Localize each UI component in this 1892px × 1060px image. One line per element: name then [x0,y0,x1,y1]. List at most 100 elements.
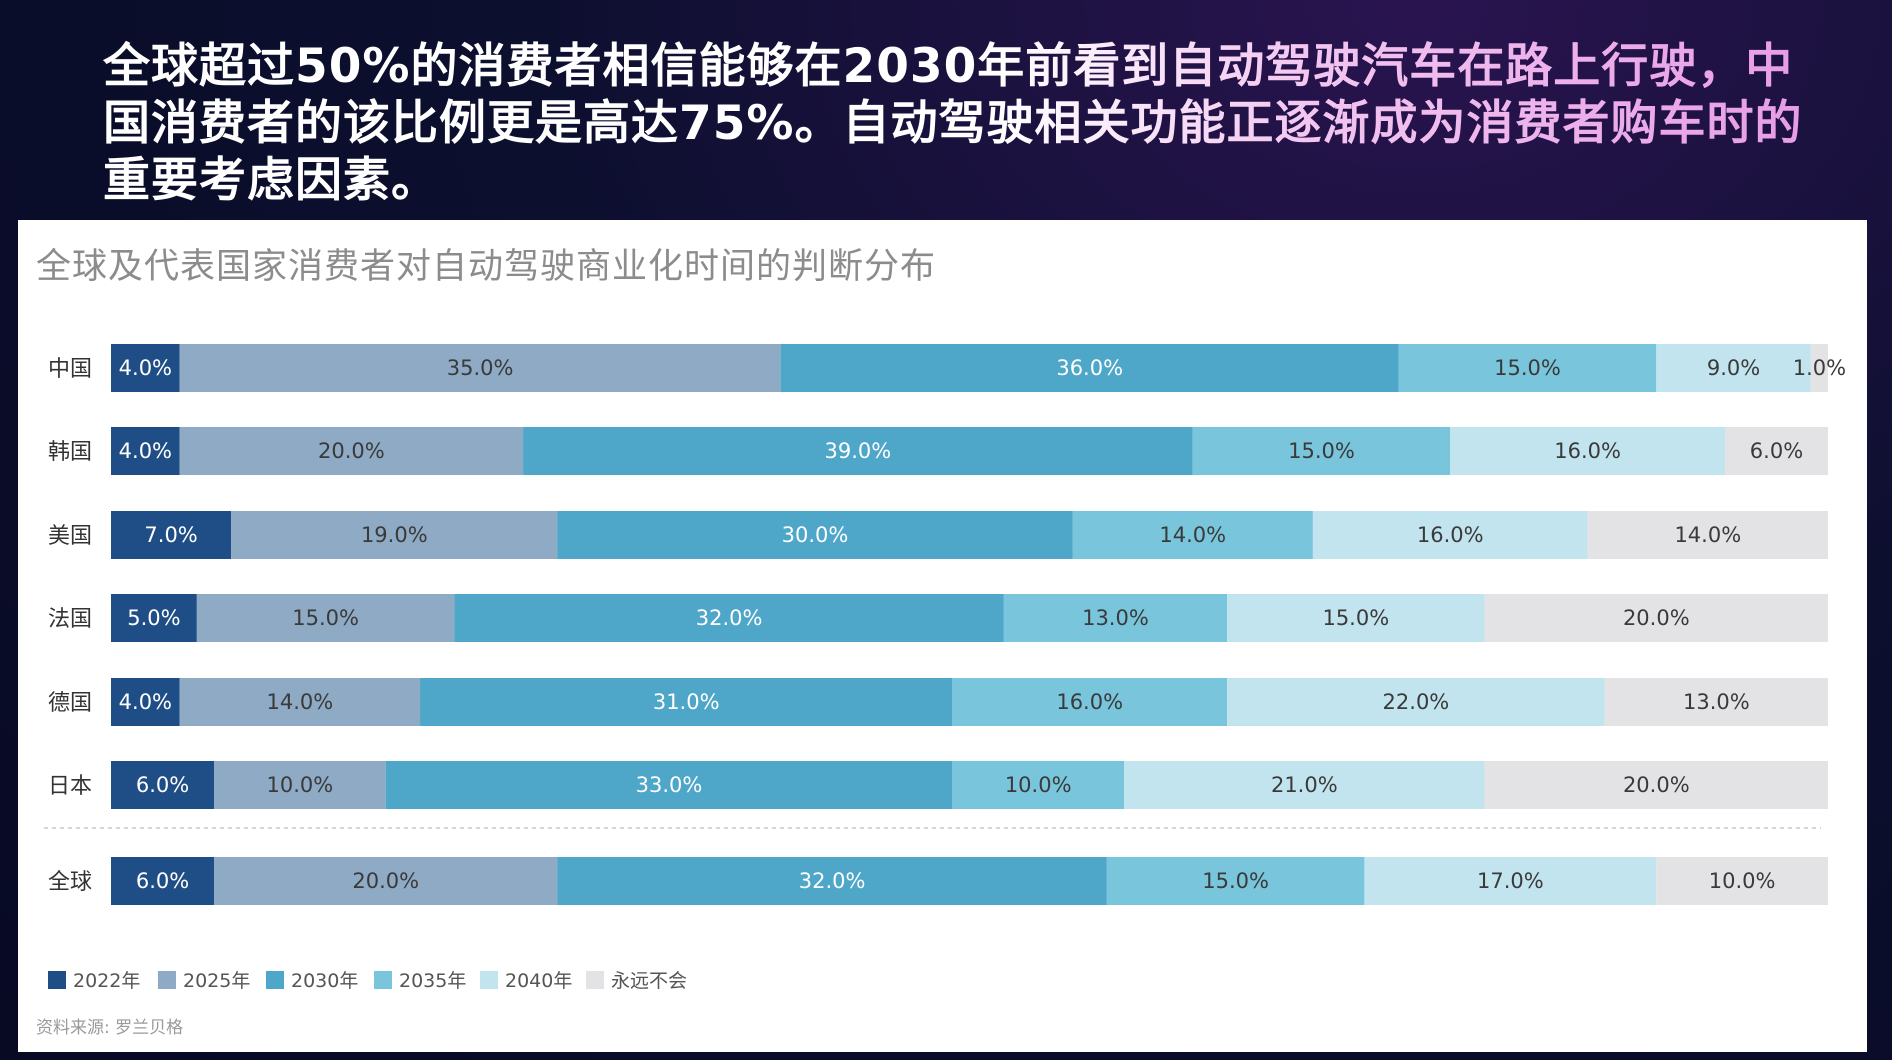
data-label: 15.0% [292,606,359,630]
data-label: 15.0% [1202,869,1269,893]
legend-label: 2035年 [399,970,466,992]
data-label: 14.0% [1674,523,1741,547]
bar-segment [557,511,1073,559]
data-label: 6.0% [136,773,189,797]
data-label: 14.0% [1159,523,1226,547]
category-label: 法国 [48,607,92,632]
legend-swatch [48,971,66,989]
bar-segment [420,678,953,726]
data-label: 20.0% [318,439,385,463]
bar-segment [214,761,386,809]
bar-segment [1484,594,1828,642]
data-label: 10.0% [1709,869,1776,893]
bar-segment [179,344,781,392]
chart-title: 全球及代表国家消费者对自动驾驶商业化时间的判断分布 [36,247,937,287]
bar-segment [1810,344,1828,392]
data-label: 21.0% [1271,773,1338,797]
bar-segment [1192,427,1451,475]
bar-segment [179,427,524,475]
data-label: 15.0% [1322,606,1389,630]
stacked-bar-chart: 中国 4.0% 35.0% 36.0% 15.0% 9.0% 1.0% 韩国 4.0% 20.0%… [44,344,1846,992]
bar-segment [1124,761,1485,809]
data-label: 4.0% [119,690,172,714]
bar-segment [1227,594,1485,642]
bar-segment [1227,678,1605,726]
data-label: 4.0% [119,439,172,463]
bar-segment [952,761,1125,809]
bar-segment [1587,511,1828,559]
bar-segment [111,857,215,905]
bar-segment [111,344,180,392]
bar-segment [111,511,232,559]
data-label: 20.0% [1623,606,1690,630]
data-label: 20.0% [1623,773,1690,797]
data-label: 32.0% [799,869,866,893]
data-label: 16.0% [1554,439,1621,463]
legend-swatch [158,971,176,989]
legend-swatch [586,971,604,989]
bar-segment [179,678,421,726]
legend-label: 2022年 [73,970,140,992]
data-label: 36.0% [1056,356,1123,380]
data-label: 4.0% [119,356,172,380]
data-label: 22.0% [1383,690,1450,714]
data-label: 20.0% [352,869,419,893]
data-label: 7.0% [144,523,197,547]
category-label: 德国 [48,691,92,716]
data-label: 15.0% [1288,439,1355,463]
data-label: 15.0% [1494,356,1561,380]
data-label: 17.0% [1477,869,1544,893]
legend-label: 2040年 [505,970,572,992]
headline: 全球超过50%的消费者相信能够在2030年前看到自动驾驶汽车在路上行驶，中国消费… [103,38,1823,209]
bar-segment [780,344,1399,392]
legend-label: 永远不会 [611,970,687,992]
bar-segment [1604,678,1828,726]
bar-segment [111,761,215,809]
bar-segment [111,594,197,642]
chart-panel: 全球及代表国家消费者对自动驾驶商业化时间的判断分布 中国 4.0% 35.0% 36.… [18,220,1867,1052]
bar-segment [1106,857,1365,905]
data-label: 39.0% [825,439,892,463]
category-label: 中国 [48,357,92,382]
bar-segment [454,594,1004,642]
data-label: 13.0% [1683,690,1750,714]
legend-label: 2030年 [291,970,358,992]
legend-swatch [374,971,392,989]
bar-segment [557,857,1107,905]
bar-segment [1656,344,1811,392]
data-label: 16.0% [1417,523,1484,547]
data-label: 31.0% [653,690,720,714]
bar-segment [1724,427,1828,475]
data-label: 14.0% [267,690,334,714]
bar-segment [1484,761,1828,809]
data-label: 33.0% [636,773,703,797]
category-label: 全球 [48,870,92,895]
bar-segment [1364,857,1657,905]
data-label: 16.0% [1056,690,1123,714]
data-label: 32.0% [696,606,763,630]
data-label: 13.0% [1082,606,1149,630]
bar-segment [214,857,558,905]
bar-segment [1398,344,1657,392]
bar-segment [111,678,180,726]
data-label: 10.0% [267,773,334,797]
bar-segment [1450,427,1725,475]
category-label: 美国 [48,524,92,549]
bar-segment [1312,511,1588,559]
data-label: 9.0% [1707,356,1760,380]
bar-segment [523,427,1193,475]
data-label: 10.0% [1005,773,1072,797]
data-label: 35.0% [447,356,514,380]
legend-swatch [266,971,284,989]
legend-swatch [480,971,498,989]
data-label: 19.0% [361,523,428,547]
bar-segment [231,511,558,559]
category-label: 日本 [48,774,92,799]
bar-segment [111,427,180,475]
bar-segment [1656,857,1828,905]
legend-label: 2025年 [183,970,250,992]
bar-segment [196,594,455,642]
bar-segment [1072,511,1313,559]
bar-segment [1003,594,1228,642]
source-note: 资料来源: 罗兰贝格 [36,1018,184,1038]
